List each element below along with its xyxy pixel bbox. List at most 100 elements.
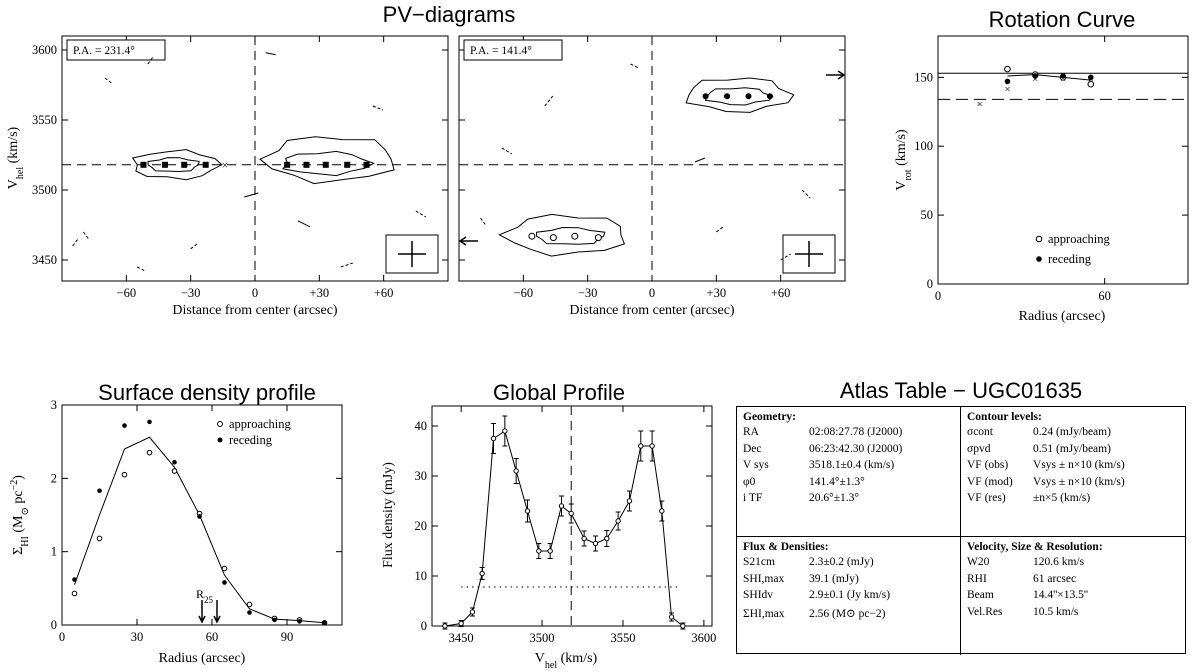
sd-receding-point bbox=[322, 620, 327, 626]
sd-x-tick-label: 30 bbox=[131, 630, 144, 644]
atlas-row: σpvd 0.51 (mJy/beam) bbox=[967, 443, 1179, 460]
gp-x-tick-label: 3500 bbox=[530, 631, 555, 645]
gp-point bbox=[568, 510, 574, 517]
rc-x-axis-label: Radius (arcsec) bbox=[1019, 309, 1106, 324]
gp-point bbox=[547, 548, 553, 554]
pv-y-tick-label: 3450 bbox=[32, 253, 57, 267]
atlas-key: σpvd bbox=[967, 442, 991, 455]
gp-point bbox=[680, 623, 686, 629]
sd-title: Surface density profile bbox=[98, 380, 316, 405]
gp-point bbox=[524, 508, 531, 514]
atlas-table: Geometry: RA 02:08:27.78 (J2000) Dec 06:23:… bbox=[736, 406, 1186, 655]
gp-point bbox=[659, 508, 665, 514]
rc-x-tick-label: 0 bbox=[935, 289, 941, 303]
legend-receding-label: receding bbox=[229, 433, 273, 447]
contour bbox=[131, 149, 223, 181]
legend-approaching-marker bbox=[1035, 235, 1043, 243]
gp-profile-line bbox=[444, 430, 684, 627]
sd-approaching-point bbox=[96, 535, 103, 542]
atlas-value: 2.3±0.2 (mJy) bbox=[809, 556, 874, 568]
atlas-key: VF (res) bbox=[967, 492, 1006, 504]
gp-point bbox=[469, 609, 476, 615]
noise-contour bbox=[265, 52, 276, 56]
gp-point bbox=[558, 503, 565, 509]
atlas-row: VF (obs) Vsys ± n×10 (km/s) bbox=[967, 459, 1179, 476]
atlas-row: σcont 0.24 (mJy/beam) bbox=[967, 426, 1179, 443]
gp-point bbox=[536, 548, 542, 554]
atlas-value: 3518.1±0.4 (km/s) bbox=[809, 459, 895, 471]
pv-diagram-right: −60 −30 0 +30 +60 Distance from center (arcse… bbox=[458, 35, 846, 318]
noise-contour bbox=[716, 225, 725, 233]
surface-density-chart: Surface density profile 0 30 60 90 0 1 2 3 Radius… bbox=[9, 380, 343, 666]
atlas-contours-heading: Contour levels: bbox=[967, 411, 1042, 423]
atlas-key: Vel.Res bbox=[967, 605, 1003, 618]
sd-x-tick-label: 60 bbox=[206, 630, 219, 644]
atlas-key: Dec bbox=[743, 442, 762, 455]
sd-y-tick-label: 3 bbox=[51, 398, 57, 412]
sd-receding-point bbox=[297, 619, 302, 624]
legend-approaching-marker bbox=[217, 421, 223, 427]
atlas-key: RHI bbox=[967, 572, 987, 585]
global-profile-chart: Global Profile 3450 3500 3550 3600 0 10 20 30 40 V… bbox=[381, 380, 716, 671]
rc-x-tick-label: 60 bbox=[1098, 289, 1111, 303]
atlas-title: Atlas Table − UGC01635 bbox=[839, 378, 1083, 403]
atlas-row: VF (res) ±n×5 (km/s) bbox=[967, 492, 1179, 509]
sd-receding-point bbox=[147, 419, 152, 425]
rc-title: Rotation Curve bbox=[989, 7, 1136, 32]
pv-point bbox=[766, 93, 773, 100]
gp-y-tick-label: 40 bbox=[415, 419, 428, 433]
pv-center-marker: × bbox=[222, 158, 229, 172]
gp-point bbox=[581, 535, 587, 542]
atlas-value: 120.6 km/s bbox=[1033, 556, 1085, 568]
noise-contour bbox=[372, 105, 384, 111]
rc-y-tick-label: 150 bbox=[914, 70, 933, 84]
noise-contour bbox=[147, 55, 155, 65]
pv-x-tick-label: −60 bbox=[117, 286, 137, 300]
approaching-arrow bbox=[458, 236, 478, 246]
gp-point bbox=[490, 435, 497, 442]
atlas-contours: Contour levels: σcont 0.24 (mJy/beam) σpvd… bbox=[961, 407, 1185, 537]
pv-x-axis-label: Distance from center (arcsec) bbox=[569, 303, 735, 318]
pv-x-tick-label: +60 bbox=[771, 286, 791, 300]
sd-approaching-point bbox=[121, 471, 128, 478]
noise-contour bbox=[480, 217, 487, 227]
rc-cross-marker: × bbox=[1004, 83, 1010, 95]
pv-point bbox=[202, 161, 209, 168]
contour bbox=[259, 136, 395, 185]
pv-point bbox=[303, 161, 310, 168]
pv-point bbox=[284, 161, 291, 168]
r25-label: R25 bbox=[196, 587, 214, 605]
noise-contour bbox=[544, 95, 554, 107]
atlas-key: Beam bbox=[967, 589, 994, 601]
noise-contour bbox=[72, 237, 80, 247]
atlas-row: VF (mod) Vsys ± n×10 (km/s) bbox=[967, 476, 1179, 493]
gp-point bbox=[502, 428, 508, 434]
atlas-velocity: Velocity, Size & Resolution: W20 120.6 km… bbox=[961, 537, 1185, 655]
noise-contour bbox=[104, 77, 114, 85]
atlas-row: ΣHI,max 2.56 (M⊙ pc−2) bbox=[743, 606, 954, 623]
sd-receding-point bbox=[122, 423, 127, 428]
sd-receding-point bbox=[197, 514, 202, 519]
atlas-value: 10.5 km/s bbox=[1033, 605, 1079, 618]
legend-receding-marker bbox=[217, 437, 223, 443]
rotation-curve-chart: Rotation Curve 0 60 0 50 100 150 Radius (arcsec… bbox=[894, 7, 1189, 324]
atlas-value: 141.4°±1.3° bbox=[809, 475, 865, 488]
atlas-key: V sys bbox=[743, 459, 769, 471]
atlas-geometry-heading: Geometry: bbox=[743, 411, 796, 423]
sd-y-tick-label: 1 bbox=[51, 545, 57, 559]
atlas-value: 0.51 (mJy/beam) bbox=[1033, 442, 1111, 455]
gp-point bbox=[458, 620, 464, 627]
sd-y-tick-label: 0 bbox=[51, 618, 57, 632]
pv-point bbox=[140, 161, 147, 168]
atlas-geometry: Geometry: RA 02:08:27.78 (J2000) Dec 06:23:… bbox=[737, 407, 961, 537]
rc-y-tick-label: 100 bbox=[914, 139, 933, 153]
gp-x-tick-label: 3550 bbox=[610, 631, 635, 645]
atlas-row: V sys 3518.1±0.4 (km/s) bbox=[743, 459, 954, 476]
pv-x-tick-label: +30 bbox=[310, 286, 330, 300]
sd-approaching-point bbox=[246, 601, 253, 608]
gp-y-tick-label: 0 bbox=[421, 619, 427, 633]
noise-contour bbox=[297, 220, 311, 228]
atlas-key: VF (mod) bbox=[967, 475, 1013, 488]
pv-y-axis-label: Vhel (km/s) bbox=[6, 126, 26, 189]
sd-receding-point bbox=[72, 577, 77, 582]
